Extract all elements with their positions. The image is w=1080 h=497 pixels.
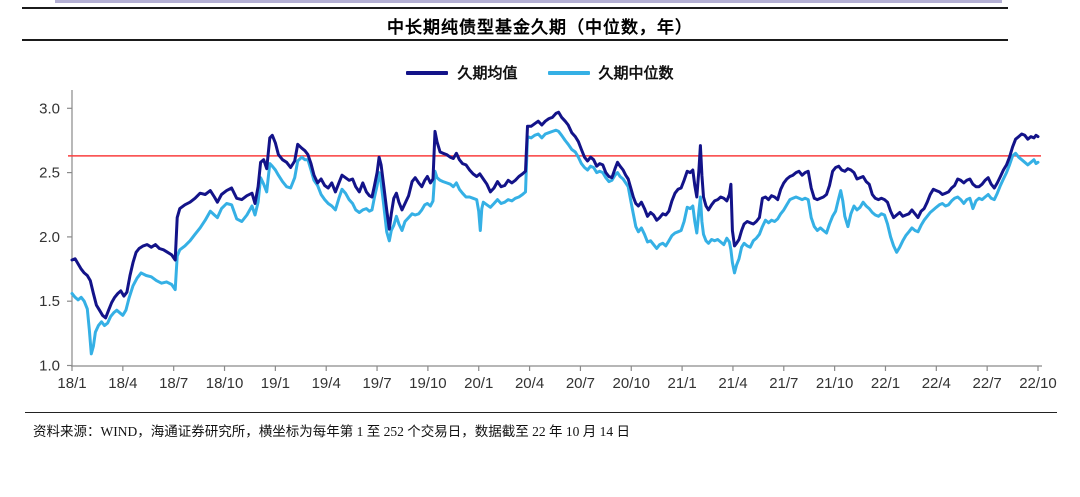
x-tick-label: 20/4 xyxy=(515,375,544,392)
y-tick-label: 2.5 xyxy=(39,165,60,182)
x-tick-label: 20/7 xyxy=(566,375,595,392)
x-tick-label: 19/7 xyxy=(362,375,391,392)
legend-label: 久期均值 xyxy=(457,66,518,82)
legend-line-swatch xyxy=(547,70,590,75)
x-tick-label: 19/4 xyxy=(312,375,341,392)
x-tick-label: 18/10 xyxy=(206,375,244,392)
legend-line-swatch xyxy=(406,70,449,75)
footer-divider xyxy=(25,412,1057,413)
y-tick-label: 1.0 xyxy=(39,358,60,375)
chart-legend: 久期均值 久期中位数 xyxy=(0,62,1080,83)
x-tick-label: 19/10 xyxy=(409,375,447,392)
x-tick-label: 21/4 xyxy=(718,375,747,392)
y-tick-label: 1.5 xyxy=(39,293,60,310)
x-tick-label: 21/7 xyxy=(769,375,798,392)
title-divider-top xyxy=(22,7,1008,9)
x-tick-label: 22/10 xyxy=(1019,375,1057,392)
legend-item-mean: 久期均值 xyxy=(406,62,518,83)
x-tick-label: 18/7 xyxy=(159,375,188,392)
x-tick-label: 22/1 xyxy=(871,375,900,392)
chart-title: 中长期纯债型基金久期（中位数，年） xyxy=(387,18,693,37)
x-tick-label: 18/1 xyxy=(57,375,86,392)
series-mean-line xyxy=(70,110,1040,320)
x-tick-label: 22/4 xyxy=(922,375,951,392)
top-accent-line xyxy=(55,0,1002,3)
legend-item-median: 久期中位数 xyxy=(547,62,674,83)
x-tick-label: 19/1 xyxy=(261,375,290,392)
y-tick-label: 2.0 xyxy=(39,229,60,246)
x-tick-label: 20/10 xyxy=(612,375,650,392)
y-tick-label: 3.0 xyxy=(39,100,60,117)
x-tick-label: 18/4 xyxy=(108,375,137,392)
x-tick-label: 22/7 xyxy=(973,375,1002,392)
x-tick-label: 21/1 xyxy=(668,375,697,392)
x-tick-label: 21/10 xyxy=(816,375,854,392)
x-tick-label: 20/1 xyxy=(464,375,493,392)
series-median-line xyxy=(70,128,1040,356)
source-note: 资料来源：WIND，海通证券研究所，横坐标为每年第 1 至 252 个交易日，数… xyxy=(33,424,630,439)
legend-label: 久期中位数 xyxy=(598,66,674,82)
title-divider-bottom xyxy=(22,39,1008,41)
